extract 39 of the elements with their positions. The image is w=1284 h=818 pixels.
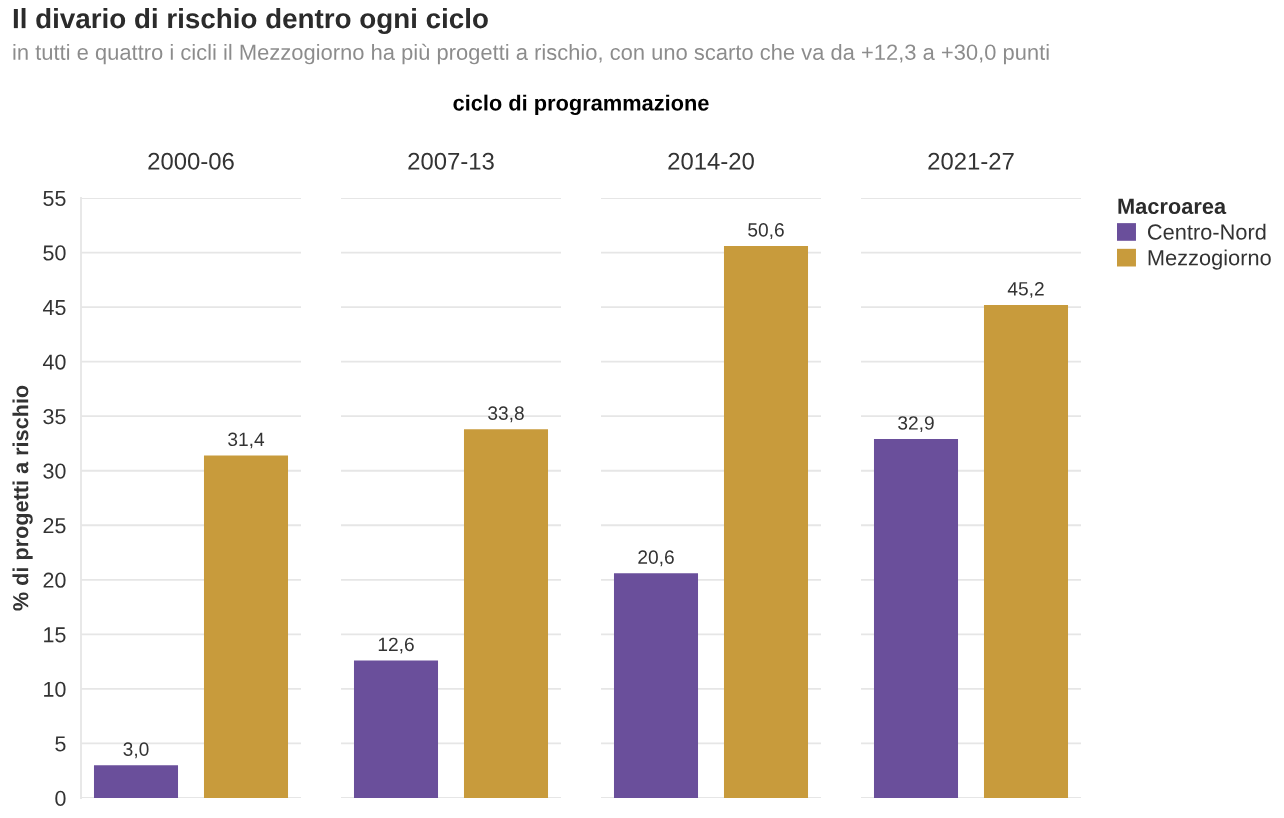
bar	[873, 439, 959, 798]
y-tick-label: 15	[44, 627, 66, 643]
data-label: 31,4	[228, 432, 265, 449]
y-tick-label: 45	[42, 300, 66, 316]
y-tick-label: 0	[55, 790, 66, 807]
bar	[983, 304, 1069, 798]
bar	[353, 660, 439, 798]
data-label: 45,2	[1007, 281, 1044, 298]
x-axis-title: ciclo di programmazione	[453, 94, 709, 116]
y-tick-label: 20	[43, 572, 66, 588]
legend-label: Mezzogiorno	[1148, 249, 1271, 270]
data-label: 32,9	[898, 416, 934, 433]
y-axis-title: % di progetti a rischio	[12, 385, 33, 611]
legend-label: Centro-Nord	[1147, 223, 1266, 240]
x-tick-label: 2014-20	[668, 152, 754, 170]
y-tick-label: 40	[42, 354, 66, 370]
bar	[203, 455, 289, 798]
y-tick-label: 30	[43, 463, 66, 479]
y-tick-label: 25	[43, 518, 66, 534]
y-tick-label: 10	[44, 681, 66, 697]
data-label: 12,6	[378, 637, 414, 654]
bar	[463, 429, 549, 798]
bar	[613, 573, 699, 798]
chart-title: Il divario di rischio dentro ogni ciclo	[13, 7, 488, 35]
bar	[93, 765, 179, 798]
data-label: 3,0	[123, 742, 149, 759]
y-tick-label: 35	[43, 408, 66, 425]
bar	[723, 246, 809, 798]
y-tick-label: 50	[43, 245, 66, 261]
legend-title: Macroarea	[1118, 198, 1227, 215]
x-tick-label: 2021-27	[928, 152, 1014, 170]
x-tick-label: 2000-06	[148, 152, 234, 170]
y-tick-label: 5	[55, 736, 66, 752]
data-label: 50,6	[748, 223, 784, 239]
x-tick-label: 2007-13	[408, 152, 494, 170]
chart-subtitle: in tutti e quattro i cicli il Mezzogiorno ha più progetti a rischio, con uno scarto che va da +12,3 a +30,0 punti	[13, 43, 1049, 65]
y-tick-label: 55	[43, 190, 66, 207]
data-label: 33,8	[488, 406, 524, 423]
data-label: 20,6	[638, 550, 674, 567]
